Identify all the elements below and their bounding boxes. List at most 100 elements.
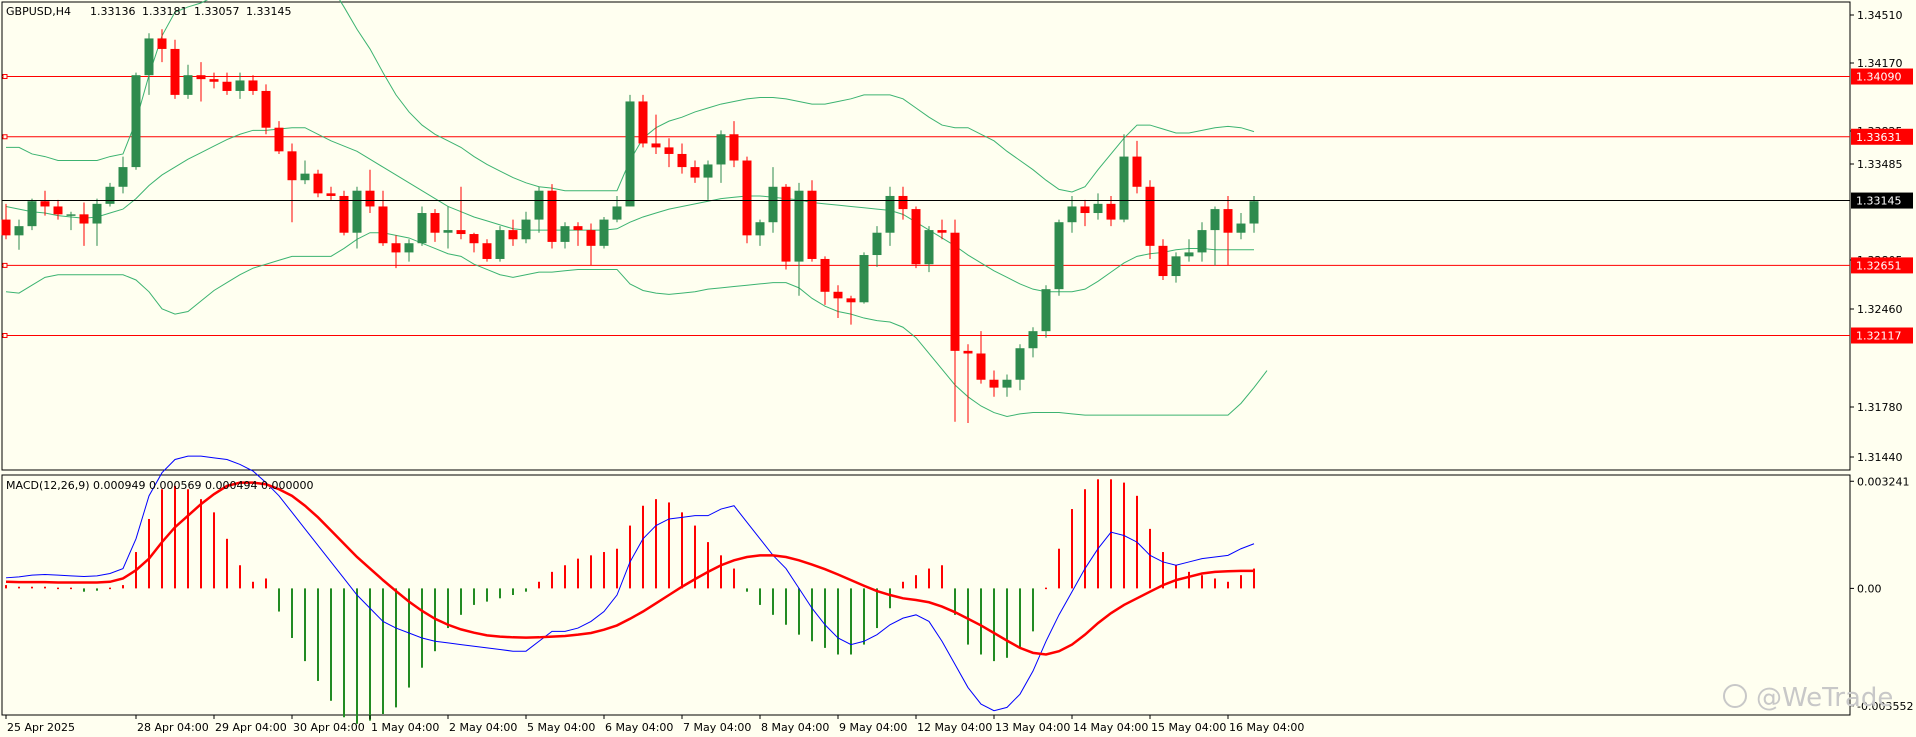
candle bbox=[703, 160, 713, 200]
macd-tick-label: 0.00 bbox=[1857, 582, 1882, 595]
candle bbox=[495, 226, 505, 262]
candle bbox=[170, 39, 180, 99]
candle bbox=[378, 190, 388, 246]
candle-body bbox=[170, 48, 180, 95]
candle bbox=[859, 252, 869, 304]
candle bbox=[963, 344, 973, 424]
candle-body bbox=[586, 230, 596, 246]
ohlc-high: 1.33181 bbox=[142, 5, 188, 18]
current-price-label: 1.33145 bbox=[1851, 192, 1913, 209]
time-tick-label: 28 Apr 04:00 bbox=[137, 721, 209, 734]
candle bbox=[1067, 195, 1077, 233]
candle-body bbox=[482, 243, 492, 259]
candle-body bbox=[989, 379, 999, 388]
candle bbox=[183, 64, 193, 99]
candle-body bbox=[326, 193, 336, 196]
candle bbox=[66, 211, 76, 231]
macd-signal-line bbox=[5, 481, 1254, 656]
candle bbox=[794, 182, 804, 296]
bollinger-lower-band bbox=[5, 232, 1268, 418]
candle-body bbox=[1132, 156, 1142, 187]
time-tick-label: 29 Apr 04:00 bbox=[215, 721, 287, 734]
price-tick-label: 1.31780 bbox=[1857, 401, 1903, 414]
candle-body bbox=[625, 101, 635, 207]
candle-body bbox=[781, 186, 791, 262]
candle bbox=[508, 219, 518, 246]
level-price-labels: 1.34090 1.33631 1.32651 1.32117 bbox=[1851, 68, 1913, 344]
watermark: @WeTrade bbox=[1723, 683, 1893, 713]
price-tick-label: 1.34510 bbox=[1857, 9, 1903, 22]
macd-label: MACD(12,26,9) 0.000949 0.000569 0.000494… bbox=[6, 479, 313, 492]
candle bbox=[248, 75, 258, 95]
candle bbox=[768, 167, 778, 233]
candle-body bbox=[1080, 206, 1090, 214]
candle-body bbox=[534, 190, 544, 220]
candle-body bbox=[222, 81, 232, 91]
candle bbox=[53, 199, 63, 220]
candle-body bbox=[339, 195, 349, 233]
time-tick-label: 16 May 04:00 bbox=[1229, 721, 1304, 734]
candle bbox=[92, 198, 102, 246]
time-tick-label: 8 May 04:00 bbox=[761, 721, 829, 734]
candle-body bbox=[1158, 245, 1168, 277]
candle-body bbox=[651, 143, 661, 148]
candle bbox=[313, 169, 323, 198]
candle bbox=[404, 239, 414, 262]
symbol-label: GBPUSD,H4 bbox=[6, 5, 71, 18]
level-anchor-marker bbox=[2, 333, 8, 339]
candle-body bbox=[885, 195, 895, 233]
candle-body bbox=[79, 214, 89, 224]
candle-body bbox=[27, 201, 37, 227]
candle-body bbox=[248, 80, 258, 91]
current-price-text: 1.33145 bbox=[1856, 195, 1902, 208]
level-anchor-marker bbox=[2, 134, 8, 140]
candle bbox=[924, 226, 934, 273]
horizontal-levels bbox=[2, 74, 1850, 339]
candle bbox=[1093, 193, 1103, 220]
candle-body bbox=[1028, 331, 1038, 349]
candle bbox=[300, 160, 310, 185]
candle-body bbox=[1184, 252, 1194, 257]
candle-body bbox=[1041, 289, 1051, 332]
candle bbox=[755, 219, 765, 246]
level-label-box bbox=[1851, 257, 1913, 274]
macd-panel-frame bbox=[1, 474, 1851, 716]
level-label-box bbox=[1851, 128, 1913, 145]
candle bbox=[235, 72, 245, 99]
candle bbox=[131, 72, 141, 170]
candle bbox=[820, 256, 830, 305]
price-tick-label: 1.32460 bbox=[1857, 303, 1903, 316]
candle bbox=[625, 94, 635, 207]
candle-body bbox=[287, 151, 297, 181]
time-axis: 25 Apr 2025 28 Apr 04:00 29 Apr 04:00 30 Ap… bbox=[5, 715, 1304, 734]
candle-body bbox=[469, 234, 479, 244]
candle bbox=[898, 186, 908, 220]
macd-tick-label: -0.003552 bbox=[1857, 700, 1913, 713]
candle-body bbox=[365, 190, 375, 207]
candle bbox=[456, 186, 466, 240]
candle-body bbox=[924, 230, 934, 265]
watermark-logo-icon bbox=[1723, 684, 1747, 708]
candle-body bbox=[1106, 203, 1116, 220]
candle bbox=[144, 33, 154, 95]
candle-body bbox=[157, 38, 167, 49]
candle-body bbox=[664, 147, 674, 154]
candle-body bbox=[690, 167, 700, 178]
level-label-box bbox=[1851, 327, 1913, 344]
candle-body bbox=[1210, 209, 1220, 231]
candle bbox=[40, 190, 50, 216]
candle-body bbox=[456, 230, 466, 235]
candle-body bbox=[1119, 156, 1129, 220]
candle-body bbox=[599, 219, 609, 246]
candle-body bbox=[846, 298, 856, 303]
candle-body bbox=[521, 219, 531, 240]
candle bbox=[989, 370, 999, 397]
time-tick-label: 7 May 04:00 bbox=[683, 721, 751, 734]
candle bbox=[1028, 327, 1038, 358]
candle bbox=[534, 186, 544, 233]
candle-body bbox=[417, 213, 427, 244]
candle bbox=[1236, 213, 1246, 240]
candle-body bbox=[1145, 186, 1155, 246]
